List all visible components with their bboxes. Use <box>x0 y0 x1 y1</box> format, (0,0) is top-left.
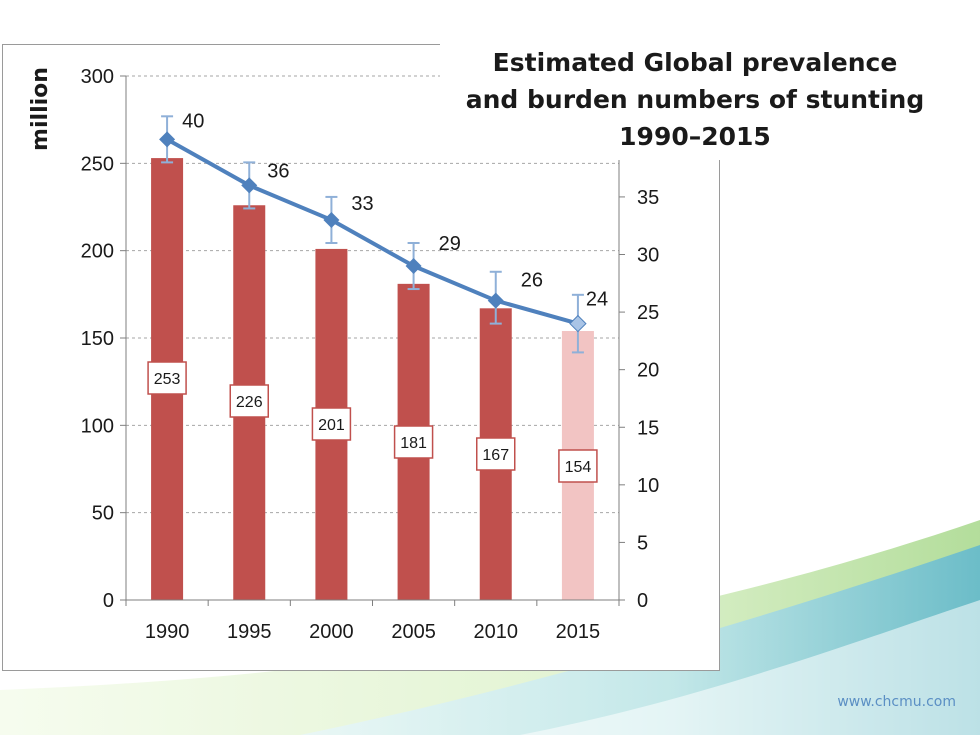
y2-tick-label: 35 <box>637 187 659 209</box>
y-tick-label: 200 <box>81 241 114 263</box>
y-tick-label: 0 <box>103 590 114 612</box>
bar-value-label: 154 <box>565 459 592 476</box>
bar-value-label: 181 <box>400 435 427 452</box>
y-axis-title: million <box>28 67 53 151</box>
y2-tick-label: 15 <box>637 417 659 439</box>
line-point <box>159 131 176 148</box>
prevalence-line <box>166 137 579 326</box>
y-tick-label: 100 <box>81 415 114 437</box>
x-tick-label: 2010 <box>474 621 519 643</box>
bar-value-box <box>393 425 434 459</box>
y-tick-label: 300 <box>81 66 114 88</box>
x-tick-label: 2015 <box>556 621 601 643</box>
line-point <box>487 292 504 309</box>
bar-value-box <box>311 407 352 441</box>
bar-value-box <box>147 361 187 395</box>
line-value-label: 26 <box>521 270 543 292</box>
slide-title-line: Estimated Global prevalence <box>492 48 898 77</box>
bar-value-label: 226 <box>236 394 263 411</box>
y2-tick-label: 0 <box>637 590 648 612</box>
bar-value-box <box>229 384 269 418</box>
line-value-label: 36 <box>267 160 289 182</box>
bar-value-label: 201 <box>318 417 345 434</box>
bar-value-label: 167 <box>482 447 509 464</box>
line-value-label: 40 <box>182 110 204 132</box>
line-point <box>323 211 340 228</box>
line-point <box>405 258 422 275</box>
y2-tick-label: 10 <box>637 475 659 497</box>
footer-url: www.chcmu.com <box>837 694 956 710</box>
x-tick-label: 1990 <box>145 621 190 643</box>
line-value-label: 33 <box>351 193 373 215</box>
x-tick-label: 2000 <box>309 621 354 643</box>
bar-value-box <box>476 437 516 471</box>
slide-title-line: 1990–2015 <box>619 122 771 151</box>
y2-tick-label: 25 <box>637 302 659 324</box>
line-value-label: 29 <box>439 233 461 255</box>
y-tick-label: 150 <box>81 328 114 350</box>
y-tick-label: 50 <box>92 503 114 525</box>
slide-title: Estimated Global prevalence and burden nu… <box>440 42 950 160</box>
line-point <box>569 314 587 333</box>
bar-value-label: 253 <box>154 371 181 388</box>
y2-tick-label: 20 <box>637 360 659 382</box>
slide-title-line: and burden numbers of stunting <box>465 85 925 114</box>
x-tick-label: 1995 <box>227 621 272 643</box>
line-point <box>241 177 258 194</box>
line-value-label: 24 <box>586 289 608 311</box>
y-tick-label: 250 <box>81 153 114 175</box>
x-tick-label: 2005 <box>391 621 436 643</box>
y2-tick-label: 5 <box>637 532 648 554</box>
y2-tick-label: 30 <box>637 245 659 267</box>
bar-value-box <box>558 449 598 483</box>
